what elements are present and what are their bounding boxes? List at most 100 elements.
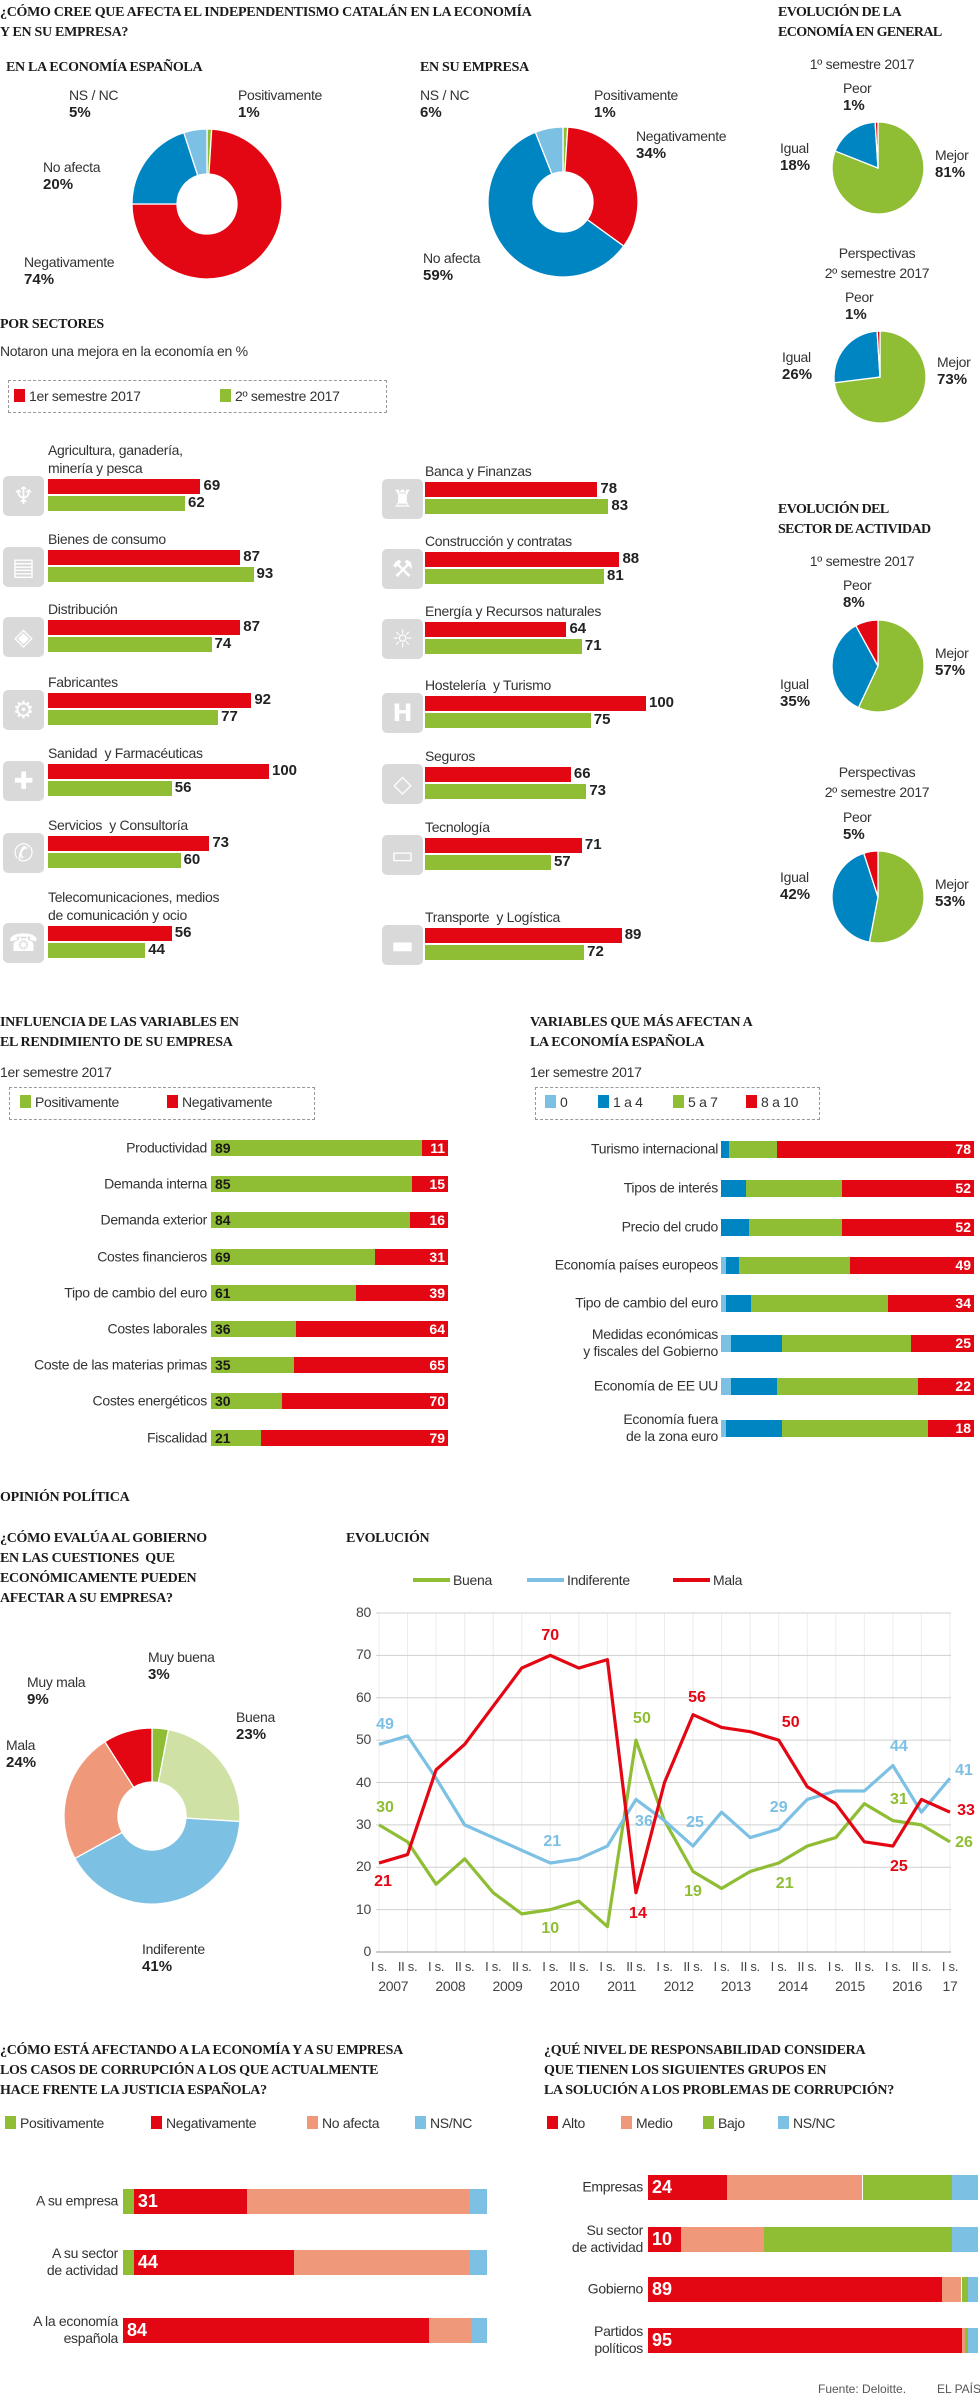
bar-1er-semestre-2017	[425, 482, 598, 497]
pie-label-name: Peor	[845, 289, 874, 305]
bar-value: 30	[215, 1393, 231, 1410]
x-tick-label: II s.	[569, 1959, 589, 1974]
bar-segment-negativamente	[123, 2317, 429, 2343]
bar-1er-semestre-2017	[425, 838, 582, 853]
data-label: 70	[541, 1627, 560, 1645]
category-label: Economía de EE UU	[593, 1377, 718, 1394]
pie-slice-ns-nc	[534, 126, 564, 175]
legend-label: Positivamente	[20, 2115, 105, 2131]
bar-value: 71	[584, 637, 602, 654]
medical-cross-icon: ✚	[3, 761, 44, 801]
legend-label: 5 a 7	[688, 1094, 718, 1110]
pie-slice-negativamente	[564, 126, 639, 247]
bar-2-semestre-2017	[425, 784, 587, 799]
bar-value: 66	[573, 765, 591, 782]
pie-label-negativamente: Negativamente 74	[24, 253, 115, 289]
bar-segment-no-afecta	[294, 2249, 469, 2275]
x-year-label: 2015	[835, 1978, 866, 1994]
pie-label-name: Positivamente	[238, 87, 323, 103]
bar-value: 78	[600, 480, 618, 497]
hotel-icon: H	[382, 693, 423, 733]
data-label: 33	[957, 1802, 975, 1820]
pie-label-value: 3	[148, 1666, 215, 1684]
bar-segment-8-a-10	[928, 1419, 974, 1437]
legend-swatch	[621, 2116, 632, 2129]
legend-swatch	[14, 389, 25, 402]
pie-label-value: 20	[43, 176, 100, 194]
pie-label-value: 5	[69, 104, 118, 122]
y-tick-label: 70	[356, 1646, 371, 1663]
bar-value: 78	[955, 1141, 971, 1157]
legend-label: Negativamente	[182, 1094, 273, 1110]
sector-label: Sanidad y Farmacéuticas	[48, 745, 203, 761]
pie-label-peor: Peor 5	[843, 808, 872, 844]
category-label: Medidas económicas y fiscales del Gobier…	[583, 1326, 718, 1359]
bar-segment-medio	[681, 2226, 764, 2252]
legend-label: 8 a 10	[761, 1094, 799, 1110]
pie-label-value: 1	[594, 104, 678, 122]
pie-label-value: 1	[843, 97, 871, 115]
y-tick-label: 20	[356, 1858, 371, 1875]
legend-label: 1er semestre 2017	[29, 388, 141, 404]
legend-swatch	[151, 2116, 162, 2129]
bar-segment-5-a-7	[748, 1218, 843, 1236]
bar-value: 61	[215, 1284, 231, 1301]
pie-label-indiferente: Indiferente 41	[142, 1940, 205, 1976]
pie-slice-ns-nc	[183, 128, 208, 177]
bar-2-semestre-2017	[48, 943, 146, 958]
pie-label-buena: Buena 23	[236, 1708, 275, 1744]
bar-segment-8-a-10	[842, 1218, 974, 1236]
data-label: 50	[781, 1714, 800, 1732]
bar-segment-alto	[648, 2276, 942, 2302]
legend-swatch	[5, 2116, 16, 2129]
pie-slice-mejor	[868, 850, 925, 944]
bar-segment-5-a-7	[738, 1256, 851, 1274]
bar-value: 10	[652, 2229, 673, 2249]
bar-value: 56	[174, 779, 192, 796]
bar-segment-0	[721, 1419, 727, 1437]
pie-slice-muy-mala	[103, 1727, 153, 1789]
pie-slice-no-afecta	[487, 131, 625, 278]
bar-segment-negativamente	[282, 1393, 448, 1410]
bar-value: 16	[429, 1212, 445, 1229]
x-tick-label: II s.	[911, 1959, 932, 1974]
bar-value: 95	[652, 2330, 673, 2350]
bar-segment-1-a-4	[726, 1256, 739, 1274]
legend-label: No afecta	[322, 2115, 380, 2131]
pie-label-value: 8	[843, 594, 871, 612]
bar-segment-positivamente	[211, 1321, 297, 1337]
legend-box	[9, 1087, 315, 1120]
pie-label-peor: Peor 1	[845, 288, 874, 324]
pie-label-peor: Peor 8	[843, 576, 872, 612]
bar-segment-5-a-7	[751, 1294, 888, 1312]
bar-1er-semestre-2017	[48, 926, 172, 941]
pie-label-name: Igual	[780, 869, 809, 885]
sector-label: Servicios y Consultoría	[48, 817, 188, 833]
category-label: Costes financieros	[97, 1248, 207, 1265]
chart-subtitle: 1er semestre 2017	[0, 1064, 112, 1080]
section-title: EVOLUCIÓN DE LA ECONOMÍA EN GENERAL	[778, 5, 942, 40]
bar-segment-positivamente	[123, 2188, 134, 2214]
pie-label-value: 81	[935, 164, 969, 182]
data-label: 36	[635, 1813, 653, 1831]
bar-segment-positivamente	[211, 1393, 283, 1410]
bar-segment-negativamente	[296, 1321, 448, 1337]
pie-label-value: 57	[935, 662, 969, 680]
category-label: Su sector de actividad	[571, 2222, 643, 2255]
pie-label-mejor: Mejor 73	[937, 353, 971, 389]
bar-value: 87	[243, 618, 260, 635]
bar-segment-bajo	[862, 2174, 952, 2200]
pie-label-name: No afecta	[43, 159, 101, 175]
chart-title: EN LA ECONOMÍA ESPAÑOLA	[6, 60, 203, 75]
pie-label-name: Mala	[6, 1737, 36, 1753]
bar-value: 44	[137, 2252, 158, 2272]
sector-label: Transporte y Logística	[425, 909, 560, 925]
section-title: OPINIÓN POLÍTICA	[0, 1490, 130, 1505]
pie-label-muy-buena: Muy buena 3	[148, 1648, 215, 1684]
bar-segment-1-a-4	[721, 1218, 749, 1236]
main-question-title: ¿CÓMO CREE QUE AFECTA EL INDEPENDENTISMO…	[0, 5, 532, 40]
x-tick-label: I s.	[370, 1959, 388, 1974]
bar-value: 69	[203, 477, 221, 494]
bar-segment-ns-nc	[951, 2174, 978, 2200]
bar-value: 79	[429, 1429, 445, 1446]
